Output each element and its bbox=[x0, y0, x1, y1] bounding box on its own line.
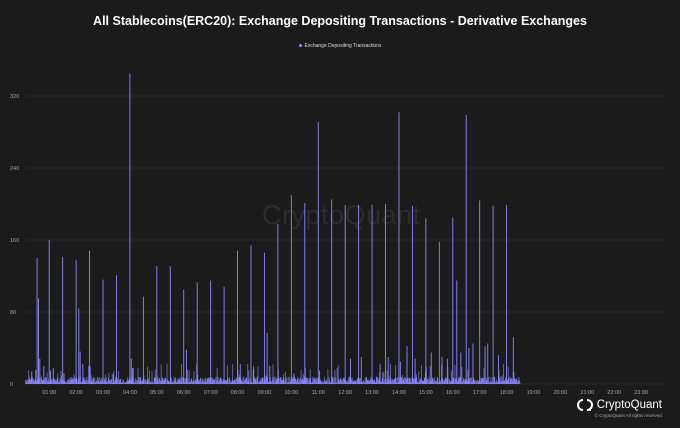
y-tick-label: 320 bbox=[10, 94, 19, 100]
x-tick-label: 03:00 bbox=[96, 390, 110, 396]
x-tick-label: 07:00 bbox=[204, 390, 218, 396]
brand-logo: CryptoQuant bbox=[576, 399, 662, 411]
x-tick-label: 18:00 bbox=[500, 390, 514, 396]
x-tick-label: 06:00 bbox=[177, 390, 191, 396]
x-tick-label: 05:00 bbox=[150, 390, 164, 396]
copyright-text: © CryptoQuant All rights reserved. bbox=[594, 413, 663, 418]
y-tick-label: 240 bbox=[10, 166, 19, 172]
x-tick-label: 10:00 bbox=[284, 390, 298, 396]
x-tick-label: 11:00 bbox=[312, 390, 325, 396]
x-tick-label: 16:00 bbox=[446, 390, 460, 396]
x-tick-label: 22:00 bbox=[607, 390, 621, 396]
watermark-logo: CryptoQuant bbox=[262, 200, 421, 230]
x-tick-label: 14:00 bbox=[392, 390, 406, 396]
y-tick-label: 160 bbox=[10, 238, 19, 244]
y-tick-label: 80 bbox=[10, 310, 16, 316]
x-tick-label: 08:00 bbox=[231, 390, 245, 396]
x-tick-label: 19:00 bbox=[527, 390, 541, 396]
x-tick-label: 13:00 bbox=[365, 390, 379, 396]
x-tick-label: 09:00 bbox=[258, 390, 272, 396]
x-tick-label: 02:00 bbox=[69, 390, 83, 396]
y-tick-label: 0 bbox=[10, 382, 13, 388]
x-tick-label: 12:00 bbox=[338, 390, 352, 396]
legend-marker-icon bbox=[298, 44, 302, 48]
legend-label: Exchange Depositing Transactions bbox=[304, 43, 382, 49]
x-tick-label: 21:00 bbox=[580, 390, 594, 396]
x-tick-label: 23:00 bbox=[634, 390, 648, 396]
x-tick-label: 17:00 bbox=[473, 390, 487, 396]
x-tick-label: 01:00 bbox=[42, 390, 56, 396]
x-tick-label: 20:00 bbox=[554, 390, 568, 396]
cryptoquant-logo-icon bbox=[576, 399, 593, 411]
chart-legend[interactable]: Exchange Depositing Transactions bbox=[0, 43, 680, 49]
chart-title: All Stablecoins(ERC20): Exchange Deposit… bbox=[93, 14, 587, 28]
brand-name: CryptoQuant bbox=[596, 399, 662, 411]
x-tick-label: 04:00 bbox=[123, 390, 137, 396]
x-tick-label: 15:00 bbox=[419, 390, 433, 396]
